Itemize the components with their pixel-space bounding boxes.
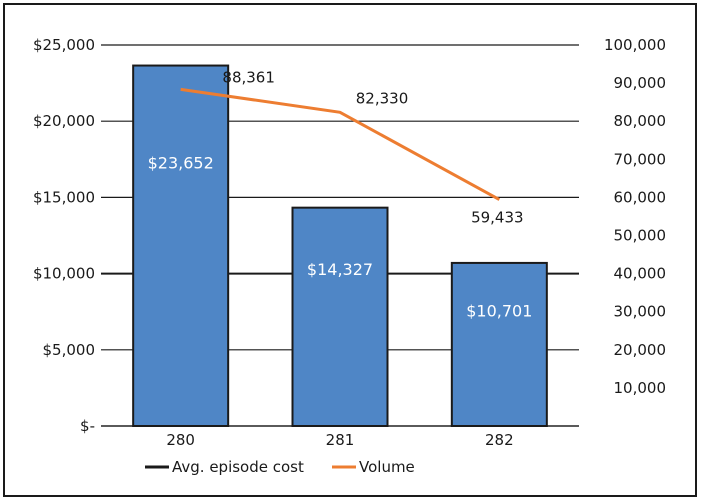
axis-layer: $- $5,000 $10,000 $15,000 $20,000 $25,000 10,0…: [33, 36, 666, 449]
bar-280: [132, 64, 230, 428]
y-left-tick-label: $5,000: [43, 341, 96, 359]
y-right-tick-label: 40,000: [614, 265, 667, 283]
y-left-tick-label: $20,000: [33, 112, 95, 130]
y-right-tick-label: 20,000: [614, 341, 667, 359]
y-left-tick-label: $25,000: [33, 36, 95, 54]
chart-frame: $23,652 $14,327 $10,701 88,361 82,330 59,433 …: [3, 3, 697, 497]
chart-svg: $23,652$14,327$10,70188,36182,33059,433 …: [33, 36, 666, 476]
y-right-tick-label: 70,000: [614, 150, 667, 168]
y-right-tick-label: 30,000: [614, 303, 667, 321]
bar-data-label: $14,327: [307, 260, 373, 279]
y-right-tick-label: 60,000: [614, 188, 667, 206]
y-left-tick-label: $15,000: [33, 188, 95, 206]
y-right-tick-label: 100,000: [604, 36, 666, 54]
y-right-tick-label: 90,000: [614, 74, 667, 92]
line-data-label: 88,361: [222, 68, 275, 86]
legend-label: Volume: [359, 458, 415, 476]
y-left-tick-label: $10,000: [33, 265, 95, 283]
legend-layer: Avg. episode cost Volume: [145, 458, 415, 476]
y-right-tick-label: 10,000: [614, 379, 667, 397]
y-right-tick-label: 50,000: [614, 227, 667, 245]
volume-line: [180, 87, 501, 201]
line-data-label: 59,433: [471, 209, 524, 227]
bar-282: [450, 261, 548, 427]
label-layer: $23,652 $14,327 $10,701 88,361 82,330 59,433: [148, 68, 533, 320]
legend-label: Avg. episode cost: [172, 458, 304, 476]
x-tick-label: 281: [326, 431, 355, 449]
line-data-label: 82,330: [356, 89, 409, 107]
x-tick-label: 280: [166, 431, 195, 449]
bar-281: [291, 206, 389, 427]
y-right-tick-label: 80,000: [614, 112, 667, 130]
bar-data-label: $23,652: [148, 154, 214, 173]
line-layer: [180, 87, 501, 201]
y-left-tick-label: $-: [80, 417, 95, 435]
x-tick-label: 282: [485, 431, 514, 449]
bar-data-label: $10,701: [466, 302, 532, 321]
bar-layer: [132, 64, 548, 428]
